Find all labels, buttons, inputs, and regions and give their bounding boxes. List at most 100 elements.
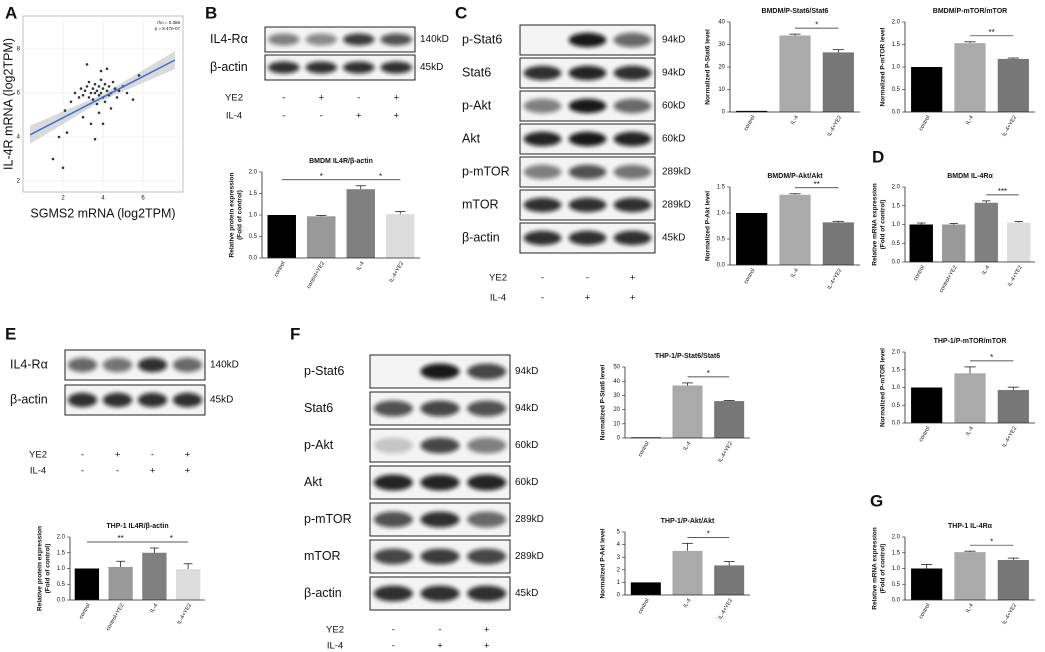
x-tick-label: IL-4 [965,115,975,126]
condition-sign: + [393,93,399,104]
condition-label: IL-4 [327,641,343,652]
y-tick-label: 1.0 [892,222,901,228]
condition-sign: + [630,293,636,304]
blot-band [268,33,300,46]
bar [822,52,854,112]
y-tick-label: 30 [718,42,725,48]
bar [672,550,703,595]
error-bar [183,563,193,570]
y-tick-label: 0.0 [717,263,726,269]
x-tick-label: control [78,603,91,620]
point [113,87,117,90]
condition-label: IL-4 [490,293,506,304]
bar [142,552,167,600]
blot-label: mTOR [304,549,341,563]
condition-label: YE2 [326,625,344,636]
y-tick-label: 1.0 [892,65,901,71]
condition-label: YE2 [29,450,47,461]
blot-band [102,392,133,408]
error-bar [921,564,933,569]
bar [267,215,296,258]
x-tick-label: 4 [101,196,105,202]
chart-title: THP-1/P-mTOR/mTOR [934,338,1007,345]
blot-band [523,131,562,147]
point [117,89,121,93]
point [69,100,73,104]
blot-size: 45kD [420,62,443,73]
point [83,89,87,93]
condition-label: YE2 [225,93,243,104]
y-tick-label: 1 [617,580,621,586]
blot-band [420,400,460,417]
bar [736,110,768,112]
x-tick-label: IL-4+YE2 [1007,265,1024,288]
x-tick-label: IL-4 [790,268,800,279]
y-tick-label: 1.5 [717,185,726,191]
annotation: p = 8.47e-07 [155,26,181,31]
condition-sign: + [150,466,156,477]
chart-title: THP-1 IL4R/β-actin [106,523,168,530]
condition-sign: + [318,93,324,104]
point [103,100,107,104]
significance-label: * [707,369,710,378]
condition-sign: + [356,111,362,122]
blot-label: Akt [304,475,323,489]
x-tick-label: control [743,115,756,132]
y-tick-label: 1.5 [57,550,66,556]
condition-sign: + [437,641,443,652]
blot-strip [369,354,511,389]
blot-band [467,585,507,602]
y-tick-label: 2.0 [892,535,901,541]
point [63,109,67,112]
bar [714,565,745,595]
significance-label: * [815,20,818,29]
significance-label: ** [814,180,820,189]
condition-label: IL-4 [226,111,242,122]
y-tick-label: 0.5 [249,234,258,240]
error-bar [1014,221,1023,223]
blot-strip [519,189,656,221]
blot-size: 140kD [210,360,239,371]
bar [942,224,966,262]
x-tick-label: control+YE2 [105,603,125,632]
blot-size: 94kD [662,35,685,46]
significance-label: ** [989,28,995,37]
x-tick-label: control [743,268,756,285]
blot-strip [519,90,656,122]
blot-strip [369,465,511,500]
condition-sign: - [357,93,360,104]
point [93,91,97,95]
significance-label: * [320,172,323,181]
blot-band [420,474,460,491]
blot-label: mTOR [462,197,499,211]
point [115,96,119,99]
blot-band [568,197,607,213]
condition-sign: - [116,466,119,477]
blot-band [343,33,375,46]
point [93,137,97,141]
x-tick-label: IL-4+YE2 [388,261,405,284]
blot-band [380,61,412,74]
blot-strip [369,391,511,426]
blot-size: 45kD [210,395,233,406]
y-tick-label: 0.0 [892,260,901,266]
point [85,85,89,88]
y-axis-label: Relative protein expression [229,173,236,258]
x-tick-label: control [637,441,650,458]
point [93,82,97,86]
condition-sign: - [151,450,154,461]
bar [909,224,933,262]
condition-label: YE2 [489,273,507,284]
x-tick-label: control [918,426,931,443]
y-tick-label: 4 [617,542,621,548]
x-tick-label: control [273,261,286,278]
error-bar [116,560,125,567]
blot-strip [64,349,206,381]
blot-strip [369,428,511,463]
point [61,166,65,170]
y-tick-label: 10 [613,421,620,427]
blot-strip [264,54,416,81]
y-tick-label: 0.5 [717,237,726,243]
chart-title: THP-1/P-Stat6/Stat6 [655,353,720,360]
